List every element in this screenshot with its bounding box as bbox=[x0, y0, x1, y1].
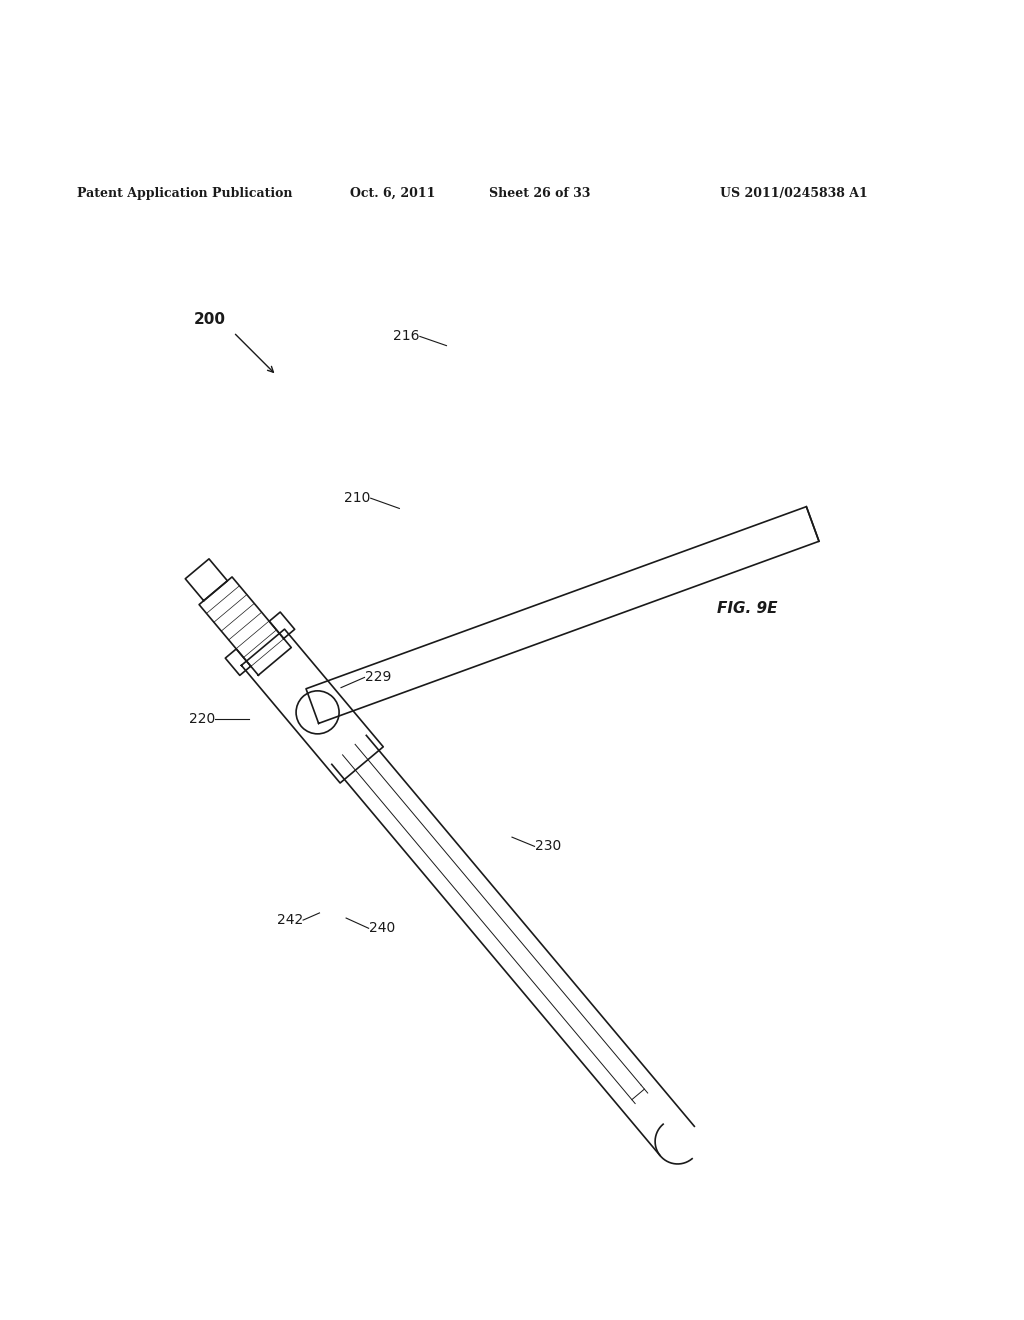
Text: 229: 229 bbox=[365, 671, 391, 684]
Text: Sheet 26 of 33: Sheet 26 of 33 bbox=[489, 186, 590, 199]
Text: 240: 240 bbox=[369, 921, 395, 936]
Text: 242: 242 bbox=[276, 913, 303, 927]
Text: 210: 210 bbox=[344, 491, 371, 506]
Text: 200: 200 bbox=[194, 312, 226, 326]
Text: 216: 216 bbox=[393, 330, 420, 343]
Text: FIG. 9E: FIG. 9E bbox=[717, 602, 778, 616]
Text: Oct. 6, 2011: Oct. 6, 2011 bbox=[349, 186, 435, 199]
Text: 220: 220 bbox=[188, 713, 215, 726]
Text: Patent Application Publication: Patent Application Publication bbox=[77, 186, 292, 199]
Text: 230: 230 bbox=[535, 840, 561, 853]
Text: US 2011/0245838 A1: US 2011/0245838 A1 bbox=[720, 186, 867, 199]
